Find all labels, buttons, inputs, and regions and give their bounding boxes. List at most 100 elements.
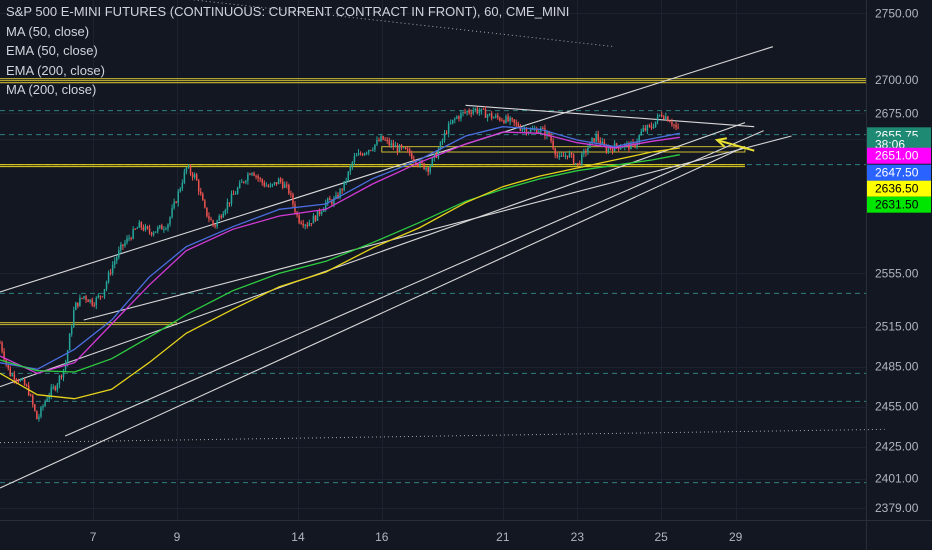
series-line (0, 154, 680, 373)
candle-body (617, 146, 620, 150)
candle-body (363, 153, 366, 156)
candle-body (611, 148, 614, 152)
candle-body (13, 374, 16, 380)
candle-body (105, 282, 108, 290)
price-tick-label: 2515.00 (875, 320, 919, 334)
candle-body (179, 188, 182, 192)
candle-body (521, 129, 524, 131)
candle-body (564, 155, 567, 157)
candle-body (454, 118, 456, 120)
candle-body (81, 297, 83, 299)
candle-body (599, 140, 601, 145)
candle-body (482, 108, 485, 110)
candle-body (243, 181, 245, 183)
candle-body (384, 139, 386, 141)
candle-body (517, 123, 520, 128)
candle-body (347, 171, 350, 181)
candle-body (187, 166, 190, 168)
time-tick-label: 21 (496, 530, 510, 544)
candle-body (595, 134, 597, 142)
candle-body (554, 148, 556, 155)
candle-body (605, 146, 608, 152)
legend-ema50: EMA (50, close) (6, 43, 98, 58)
candle-body (484, 109, 487, 118)
time-tick-label: 14 (291, 530, 305, 544)
chart-legend: S&P 500 E-MINI FUTURES (CONTINUOUS: CURR… (6, 2, 569, 100)
trendline (83, 135, 792, 321)
candle-body (292, 194, 294, 205)
candle-body (134, 228, 136, 230)
candle-body (230, 193, 233, 204)
candle-body (68, 334, 71, 351)
candle-body (499, 117, 501, 121)
candle-body (34, 404, 36, 411)
annotation-arrow-shaft (716, 139, 755, 152)
candle-body (656, 115, 659, 122)
price-tick-label: 2485.00 (875, 360, 919, 374)
candle-body (259, 178, 261, 180)
candle-body (550, 136, 552, 141)
candle-body (318, 210, 321, 214)
candle-body (341, 189, 343, 191)
candle-body (79, 297, 81, 307)
candle-body (288, 184, 290, 194)
candle-body (32, 395, 34, 405)
candle-body (122, 244, 124, 247)
candle-body (249, 174, 251, 176)
candle-body (277, 178, 280, 185)
candle-body (113, 261, 116, 265)
candle-body (601, 141, 604, 145)
candle-body (497, 115, 499, 118)
candle-body (466, 111, 468, 113)
candle-body (99, 295, 102, 297)
candle-body (476, 108, 479, 113)
candle-body (437, 149, 440, 158)
candle-body (9, 368, 11, 376)
candle-body (662, 116, 665, 120)
candle-body (314, 215, 317, 221)
annotation-arrow-head (714, 137, 728, 148)
candle-body (370, 150, 372, 152)
candle-body (95, 297, 98, 306)
candle-body (529, 129, 532, 133)
candle-body (622, 147, 624, 149)
candle-body (367, 150, 370, 153)
candle-body (607, 148, 610, 152)
candle-body (130, 238, 132, 240)
candle-body (576, 163, 579, 165)
candle-body (583, 150, 585, 154)
candle-body (111, 264, 114, 273)
candle-body (62, 369, 65, 378)
candle-body (431, 158, 434, 166)
candle-body (298, 215, 300, 223)
candle-body (365, 152, 368, 154)
candle-body (17, 380, 20, 382)
candle-body (345, 180, 347, 182)
candle-body (128, 238, 130, 240)
candle-body (630, 142, 632, 150)
candle-body (443, 133, 446, 141)
candle-body (587, 148, 589, 153)
candle-body (271, 184, 274, 186)
time-axis[interactable]: 7 9 14 16 21 23 25 29 (90, 530, 743, 544)
candle-body (269, 185, 272, 187)
candle-body (665, 116, 667, 120)
candle-body (357, 153, 360, 156)
candle-body (673, 124, 675, 126)
candle-body (488, 113, 491, 116)
candle-body (97, 295, 100, 298)
candle-body (447, 123, 450, 134)
candle-body (210, 218, 212, 221)
candle-body (89, 299, 91, 302)
candle-body (177, 191, 179, 203)
candle-body (306, 224, 309, 227)
candle-body (159, 225, 161, 228)
legend-ma50: MA (50, close) (6, 23, 90, 39)
candle-body (120, 244, 122, 251)
candle-body (660, 114, 663, 117)
candle-body (388, 140, 390, 146)
candle-body (513, 119, 515, 123)
candle-body (386, 139, 388, 141)
